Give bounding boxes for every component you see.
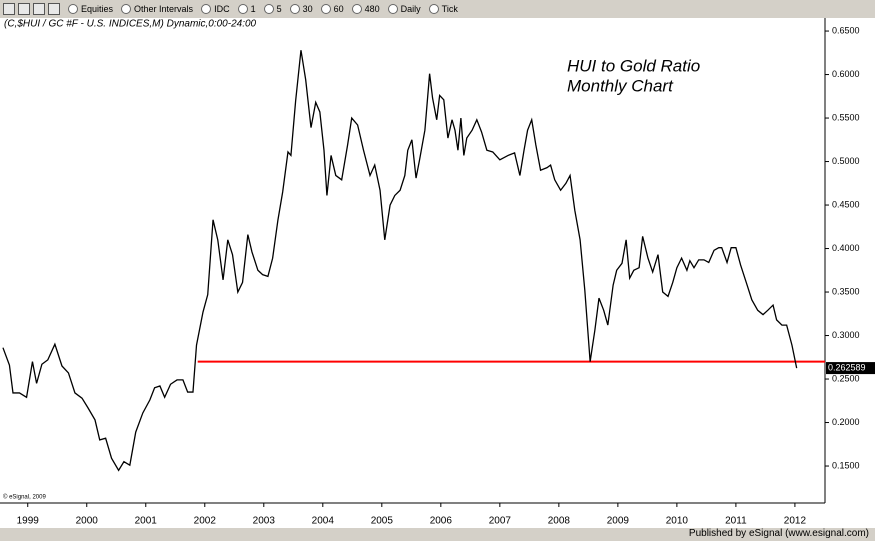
chart-title: HUI to Gold Ratio: [567, 56, 700, 75]
x-tick-label: 2009: [607, 516, 630, 527]
icon[interactable]: [48, 3, 60, 15]
x-tick-label: 2000: [76, 516, 99, 527]
toolbar-item[interactable]: 30: [290, 4, 313, 14]
last-value-label: 0.262589: [828, 362, 866, 372]
toolbar-item[interactable]: Daily: [388, 4, 421, 14]
x-tick-label: 2010: [666, 516, 689, 527]
icon[interactable]: [18, 3, 30, 15]
toolbar: Equities Other Intervals IDC 1 5 30 60 480 Daily…: [0, 0, 875, 19]
background: [0, 18, 875, 528]
toolbar-item[interactable]: 60: [321, 4, 344, 14]
y-tick-label: 0.2000: [832, 417, 860, 427]
y-tick-label: 0.5500: [832, 112, 860, 122]
chart: (C,$HUI / GC #F - U.S. INDICES,M) Dynami…: [0, 18, 875, 528]
x-tick-label: 2004: [312, 516, 335, 527]
chart-header: (C,$HUI / GC #F - U.S. INDICES,M) Dynami…: [4, 19, 257, 30]
y-tick-label: 0.4000: [832, 243, 860, 253]
y-tick-label: 0.5000: [832, 156, 860, 166]
publisher: Published by eSignal (www.esignal.com): [688, 528, 869, 539]
y-tick-label: 0.6000: [832, 69, 860, 79]
x-tick-label: 2012: [784, 516, 807, 527]
x-tick-label: 2005: [371, 516, 394, 527]
icon[interactable]: [33, 3, 45, 15]
y-tick-label: 0.3000: [832, 330, 860, 340]
toolbar-item[interactable]: Equities: [68, 4, 113, 14]
toolbar-item[interactable]: 1: [238, 4, 256, 14]
copyright: © eSignal, 2009: [3, 494, 46, 501]
toolbar-item[interactable]: 480: [352, 4, 380, 14]
toolbar-item[interactable]: 5: [264, 4, 282, 14]
x-tick-label: 1999: [17, 516, 40, 527]
x-tick-label: 2008: [548, 516, 571, 527]
y-tick-label: 0.2500: [832, 373, 860, 383]
x-tick-label: 2003: [253, 516, 276, 527]
x-tick-label: 2006: [430, 516, 453, 527]
y-tick-label: 0.1500: [832, 460, 860, 470]
data-line: [2, 50, 798, 472]
toolbar-item[interactable]: Other Intervals: [121, 4, 193, 14]
toolbar-item[interactable]: Tick: [429, 4, 458, 14]
x-tick-label: 2001: [135, 516, 158, 527]
x-tick-label: 2002: [194, 516, 217, 527]
y-tick-label: 0.6500: [832, 25, 860, 35]
toolbar-item[interactable]: IDC: [201, 4, 230, 14]
y-tick-label: 0.3500: [832, 286, 860, 296]
x-tick-label: 2007: [489, 516, 512, 527]
icon[interactable]: [3, 3, 15, 15]
y-tick-label: 0.4500: [832, 199, 860, 209]
chart-subtitle: Monthly Chart: [567, 76, 674, 95]
last-value-box: [826, 362, 875, 375]
x-tick-label: 2011: [725, 516, 747, 527]
